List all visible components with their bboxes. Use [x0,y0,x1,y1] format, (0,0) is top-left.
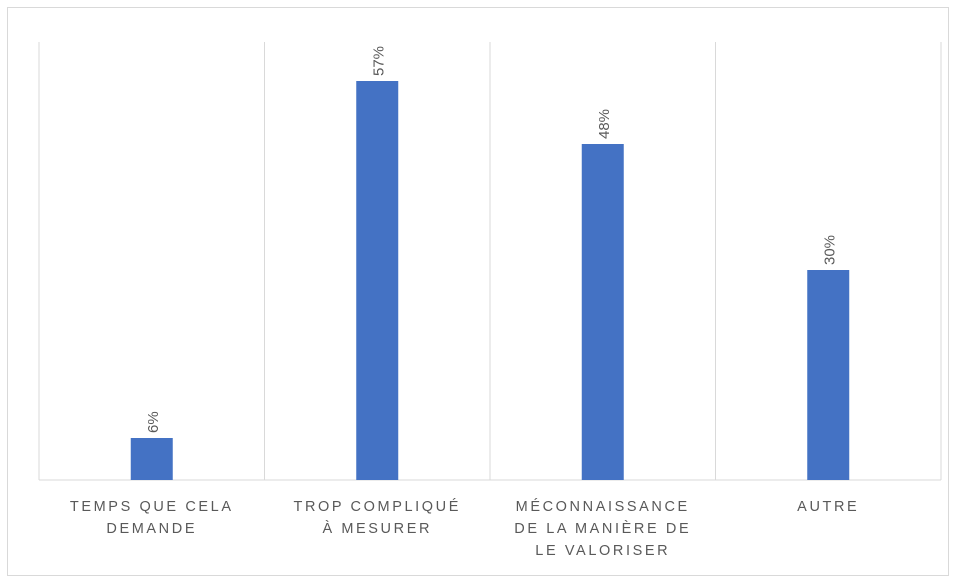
category-tick-label-line: MÉCONNAISSANCE [515,499,690,515]
bar [130,438,173,480]
category-tick-label: MÉCONNAISSANCE DE LA MANIÈRE DE LE VALORIS… [490,496,716,562]
data-label: 6% [145,411,162,433]
chart-frame [7,7,949,576]
category-tick-label: AUTRE [716,496,942,518]
category-tick-label-line: DE LA MANIÈRE DE [514,521,692,537]
category-tick-label-line: TROP COMPLIQUÉ [293,499,461,515]
bar [581,144,624,480]
category-tick-label-line: AUTRE [797,499,860,515]
category-tick-label-line: DEMANDE [106,521,198,537]
data-label: 30% [821,235,838,265]
category-tick-label-line: TEMPS QUE CELA [69,499,234,515]
bar [356,81,399,480]
data-label: 57% [370,46,387,76]
category-tick-label-line: LE VALORISER [535,543,671,559]
bar [807,270,850,480]
category-tick-label: TEMPS QUE CELA DEMANDE [39,496,265,540]
category-separators [38,42,942,481]
bars-group [130,81,850,480]
category-tick-label-line: À MESURER [322,521,433,537]
data-labels-group: 6% 57% 48% 30% [145,46,839,433]
data-label: 48% [596,109,613,139]
category-tick-label: TROP COMPLIQUÉ À MESURER [265,496,491,540]
